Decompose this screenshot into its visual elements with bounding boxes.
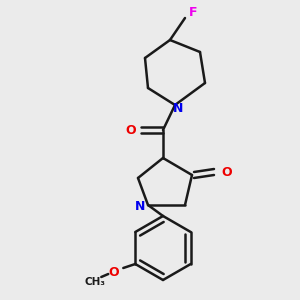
Text: CH₃: CH₃	[85, 277, 106, 287]
Text: N: N	[173, 101, 183, 115]
Text: N: N	[135, 200, 145, 214]
Text: O: O	[126, 124, 136, 136]
Text: O: O	[108, 266, 119, 278]
Text: O: O	[222, 166, 232, 178]
Text: F: F	[189, 7, 197, 20]
